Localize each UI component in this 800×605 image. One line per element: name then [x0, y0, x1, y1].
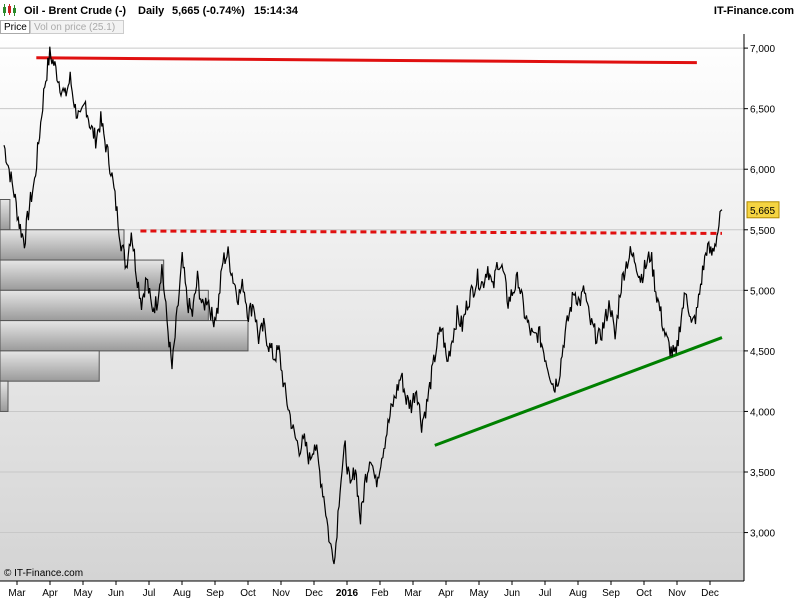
x-tick-label: Aug: [569, 588, 587, 599]
timestamp: 15:14:34: [254, 5, 299, 17]
volume-profile-bar: [0, 229, 125, 261]
x-tick-label: Aug: [173, 588, 191, 599]
x-tick-label: Dec: [701, 588, 719, 599]
instrument-title: Oil - Brent Crude (-): [24, 5, 127, 17]
x-tick-label: Oct: [240, 588, 256, 599]
x-tick-label: Sep: [602, 588, 620, 599]
y-tick-label: 7,000: [750, 44, 775, 55]
resistance-solid-trendline[interactable]: [36, 56, 697, 65]
x-tick-label: Jul: [539, 588, 552, 599]
y-tick-label: 5,000: [750, 286, 775, 297]
support-solid-trendline[interactable]: [434, 336, 723, 447]
price-change: 5,665 (-0.74%): [172, 5, 245, 17]
tab-vol-on-price[interactable]: Vol on price (25.1): [30, 20, 124, 34]
x-tick-label: 2016: [336, 588, 359, 599]
y-tick-label: 6,000: [750, 165, 775, 176]
x-tick-label: Dec: [305, 588, 323, 599]
x-tick-label: May: [74, 588, 93, 599]
volume-profile-bar: [0, 350, 100, 382]
volume-profile-bar: [0, 289, 209, 322]
x-tick-label: Jul: [143, 588, 156, 599]
x-tick-label: Jun: [108, 588, 124, 599]
y-tick-label: 5,500: [750, 226, 775, 237]
x-tick-label: Apr: [42, 588, 58, 599]
x-tick-label: Nov: [272, 588, 290, 599]
volume-profile-bar: [0, 380, 9, 412]
x-tick-label: Sep: [206, 588, 224, 599]
resistance-dashed-trendline[interactable]: [140, 229, 723, 235]
x-tick-label: Jun: [504, 588, 520, 599]
x-tick-label: Apr: [438, 588, 454, 599]
y-tick-label: 4,500: [750, 347, 775, 358]
volume-profile-bar: [0, 199, 11, 231]
tab-price[interactable]: Price: [0, 20, 30, 34]
x-tick-label: Mar: [8, 588, 26, 599]
x-tick-label: Nov: [668, 588, 686, 599]
period-label[interactable]: Daily: [138, 5, 165, 17]
x-tick-label: May: [470, 588, 489, 599]
y-tick-label: 3,500: [750, 468, 775, 479]
x-tick-label: Feb: [371, 588, 389, 599]
copyright-text: © IT-Finance.com: [4, 568, 84, 579]
candlestick-icon: [3, 4, 16, 16]
y-tick-label: 3,000: [750, 529, 775, 540]
x-tick-label: Oct: [636, 588, 652, 599]
price-series-line: [3, 46, 723, 565]
volume-profile-bar: [0, 320, 249, 352]
last-price-badge: [746, 201, 780, 219]
last-price-label: 5,665: [750, 206, 775, 217]
chart-header: Oil - Brent Crude (-) Daily 5,665 (-0.74…: [0, 0, 800, 20]
x-tick-label: Mar: [404, 588, 422, 599]
y-tick-label: 6,500: [750, 105, 775, 116]
brand-label[interactable]: IT-Finance.com: [713, 5, 794, 17]
y-tick-label: 4,000: [750, 407, 775, 418]
